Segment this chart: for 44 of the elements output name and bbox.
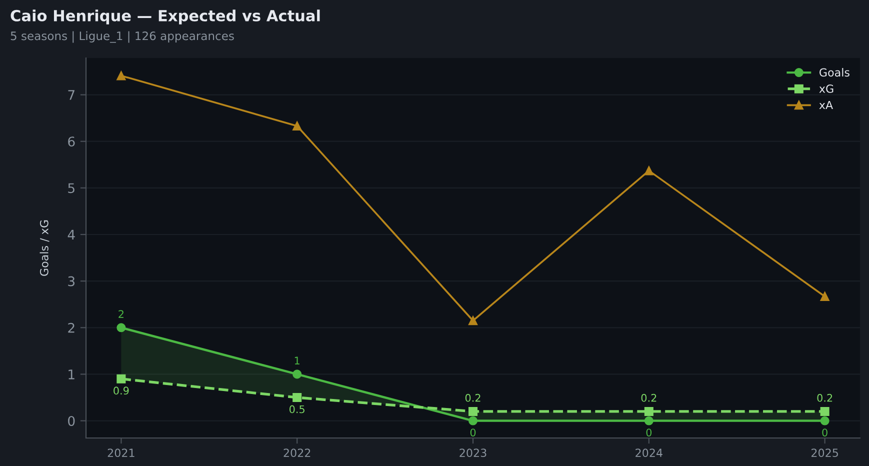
x-tick-label: 2021: [108, 448, 134, 458]
y-tick-label: 0: [68, 416, 75, 426]
x-tick-label: 2024: [636, 448, 662, 458]
data-label: 0.9: [114, 386, 129, 395]
legend-label: xA: [819, 100, 833, 110]
point: [116, 323, 126, 332]
data-label: 0: [470, 428, 476, 436]
point: [644, 166, 654, 176]
data-label: 0: [646, 428, 652, 436]
data-label: 1: [294, 356, 300, 364]
y-tick-label: 4: [68, 230, 75, 240]
point: [468, 416, 478, 426]
data-label: 0.2: [465, 394, 480, 402]
legend-label: Goals: [820, 68, 850, 77]
y-tick-label: 1: [68, 370, 74, 380]
point: [644, 406, 654, 416]
x-tick-label: 2025: [811, 448, 838, 458]
point: [468, 406, 478, 416]
y-tick-label: 7: [68, 90, 74, 100]
point: [116, 374, 126, 384]
y-tick-label: 6: [68, 136, 75, 147]
data-label: 0.2: [641, 394, 656, 402]
point: [820, 292, 830, 301]
data-label: 2: [118, 310, 124, 318]
point: [644, 416, 654, 426]
legend-label: xG: [819, 84, 834, 93]
point: [820, 406, 830, 416]
point: [292, 392, 302, 402]
data-label: 0.5: [289, 405, 304, 414]
chart-subtitle: 5 seasons | Ligue_1 | 126 appearances: [10, 31, 234, 43]
x-tick-label: 2022: [284, 448, 310, 458]
point: [292, 370, 302, 379]
y-tick-label: 2: [68, 322, 74, 333]
x-tick-label: 2023: [460, 448, 486, 458]
data-label: 0: [822, 428, 828, 436]
y-axis-title: Goals / xG: [40, 220, 50, 276]
y-tick-label: 3: [68, 276, 75, 286]
point: [292, 121, 302, 131]
data-label: 0.2: [817, 394, 832, 402]
point: [468, 316, 478, 326]
chart-title: Caio Henrique — Expected vs Actual: [10, 10, 320, 24]
point: [820, 416, 830, 426]
y-tick-label: 5: [68, 183, 74, 194]
point: [116, 71, 126, 80]
